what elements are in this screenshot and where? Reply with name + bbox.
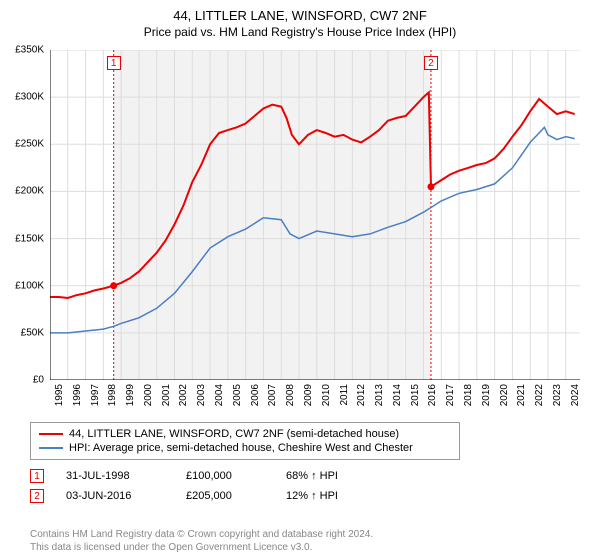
y-tick-label: £0 <box>33 375 44 386</box>
legend-label: HPI: Average price, semi-detached house,… <box>69 442 413 454</box>
transaction-marker-num: 2 <box>30 489 44 503</box>
x-tick-label: 2001 <box>161 384 172 406</box>
y-axis: £0£50K£100K£150K£200K£250K£300K£350K <box>0 50 48 380</box>
transactions-table: 1 31-JUL-1998£100,00068% ↑ HPI 2 03-JUN-201… <box>30 466 570 506</box>
x-tick-label: 2007 <box>267 384 278 406</box>
y-tick-label: £100K <box>15 280 44 291</box>
x-tick-label: 2006 <box>250 384 261 406</box>
x-tick-label: 2021 <box>516 384 527 406</box>
y-tick-label: £350K <box>15 45 44 56</box>
legend-item: HPI: Average price, semi-detached house,… <box>39 441 451 455</box>
sale-marker-label: 1 <box>107 56 121 70</box>
x-tick-label: 2015 <box>410 384 421 406</box>
x-tick-label: 2022 <box>534 384 545 406</box>
legend-item: 44, LITTLER LANE, WINSFORD, CW7 2NF (sem… <box>39 427 451 441</box>
sale-marker-dot <box>427 183 434 190</box>
transaction-marker-num: 1 <box>30 469 44 483</box>
x-tick-label: 2002 <box>178 384 189 406</box>
chart-svg <box>50 50 580 380</box>
x-tick-label: 2018 <box>463 384 474 406</box>
transaction-pct: 12% ↑ HPI <box>286 490 386 502</box>
x-tick-label: 2009 <box>303 384 314 406</box>
x-tick-label: 2011 <box>339 384 350 406</box>
sale-marker-dot <box>110 282 117 289</box>
transaction-date: 03-JUN-2016 <box>66 490 186 502</box>
x-tick-label: 2008 <box>285 384 296 406</box>
y-tick-label: £150K <box>15 233 44 244</box>
x-tick-label: 2017 <box>445 384 456 406</box>
chart-subtitle: Price paid vs. HM Land Registry's House … <box>0 23 600 45</box>
footer-line-2: This data is licensed under the Open Gov… <box>30 541 373 554</box>
chart-title: 44, LITTLER LANE, WINSFORD, CW7 2NF <box>0 0 600 23</box>
x-axis: 1995 1996 1997 1998 1999 2000 2001 2002 2003 2004… <box>50 382 580 422</box>
x-tick-label: 2000 <box>143 384 154 406</box>
legend: 44, LITTLER LANE, WINSFORD, CW7 2NF (sem… <box>30 422 460 460</box>
x-tick-label: 2010 <box>321 384 332 406</box>
x-tick-label: 2014 <box>392 384 403 406</box>
x-tick-label: 2016 <box>427 384 438 406</box>
legend-swatch <box>39 433 63 435</box>
legend-label: 44, LITTLER LANE, WINSFORD, CW7 2NF (sem… <box>69 428 399 440</box>
x-tick-label: 1999 <box>125 384 136 406</box>
footer-attribution: Contains HM Land Registry data © Crown c… <box>30 528 373 554</box>
transaction-date: 31-JUL-1998 <box>66 470 186 482</box>
x-tick-label: 2005 <box>232 384 243 406</box>
transaction-row: 2 03-JUN-2016£205,00012% ↑ HPI <box>30 486 570 506</box>
footer-line-1: Contains HM Land Registry data © Crown c… <box>30 528 373 541</box>
transaction-pct: 68% ↑ HPI <box>286 470 386 482</box>
shaded-region <box>114 50 431 380</box>
sale-marker-label: 2 <box>424 56 438 70</box>
x-tick-label: 2019 <box>481 384 492 406</box>
y-tick-label: £250K <box>15 139 44 150</box>
y-tick-label: £300K <box>15 92 44 103</box>
x-tick-label: 2023 <box>552 384 563 406</box>
legend-swatch <box>39 447 63 449</box>
y-tick-label: £200K <box>15 186 44 197</box>
x-tick-label: 2004 <box>214 384 225 406</box>
y-tick-label: £50K <box>21 327 44 338</box>
x-tick-label: 2013 <box>374 384 385 406</box>
x-tick-label: 1998 <box>107 384 118 406</box>
transaction-row: 1 31-JUL-1998£100,00068% ↑ HPI <box>30 466 570 486</box>
x-tick-label: 2024 <box>570 384 581 406</box>
x-tick-label: 1996 <box>72 384 83 406</box>
x-tick-label: 1997 <box>90 384 101 406</box>
chart-container: 44, LITTLER LANE, WINSFORD, CW7 2NF Pric… <box>0 0 600 560</box>
transaction-price: £205,000 <box>186 490 286 502</box>
x-tick-label: 2012 <box>356 384 367 406</box>
x-tick-label: 2003 <box>196 384 207 406</box>
x-tick-label: 1995 <box>54 384 65 406</box>
x-tick-label: 2020 <box>499 384 510 406</box>
chart-plot-area: 12 <box>50 50 580 380</box>
transaction-price: £100,000 <box>186 470 286 482</box>
